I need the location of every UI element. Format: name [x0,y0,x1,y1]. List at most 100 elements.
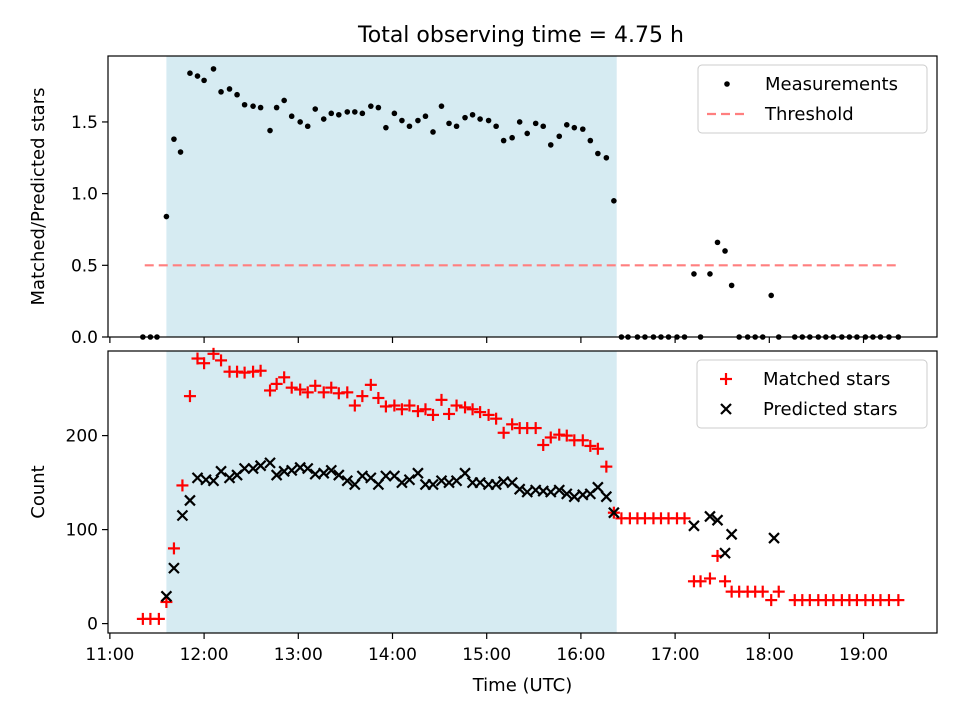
matched-star-point [198,357,211,370]
matched-star-point [544,431,557,444]
measurement-point [177,149,184,155]
bottom-legend-box [696,359,928,429]
measurement-point [532,120,539,127]
predicted-star-point [396,476,408,489]
matched-star-point [892,594,905,607]
matched-star-point [772,585,785,598]
predicted-star-point [704,510,716,523]
matched-star-point [411,405,424,418]
x-tick-label: 13:00 [274,645,323,665]
predicted-star-point [719,547,731,559]
predicted-star-point [285,464,298,477]
measurement-point [344,109,351,115]
x-tick-label: 17:00 [651,645,700,665]
predicted-star-point [521,486,533,498]
measurement-point [462,114,468,121]
x-tick-label: 11:00 [85,645,134,665]
matched-star-point [388,399,401,412]
measurement-point [312,106,319,112]
predicted-star-point [403,474,416,486]
matched-star-point [167,542,180,555]
measurement-point [430,129,436,135]
matched-star-point [317,386,330,399]
bottom-legend: Matched stars Predicted stars [696,359,928,429]
x-axis-label: Time (UTC) [472,675,573,696]
x-tick-label: 12:00 [180,645,229,665]
measurement-point [375,104,382,111]
matched-star-point [215,354,228,367]
predicted-star-point [553,484,566,496]
top-axes-frame [107,55,938,338]
measurement-point [415,117,421,124]
matched-star-point [765,594,778,607]
predicted-star-point [215,465,227,478]
bottom-x-ticks: 11:00 12:00 13:00 14:00 15:00 16:00 17:00 18:00… [85,633,888,665]
measurement-point [477,116,483,122]
measurement-point [556,133,563,140]
measurement-point [359,110,366,117]
matched-star-point [301,386,314,399]
matched-star-point [719,575,732,588]
measurement-point [516,119,523,125]
predicted-star-point [459,467,471,479]
measurement-point [297,119,303,125]
measurement-point [281,97,287,104]
matched-star-point [176,479,189,492]
measurement-point [399,117,405,124]
measurement-point [336,111,342,118]
matched-star-point [285,381,298,394]
matched-star-point [435,393,448,406]
matched-star-point [325,381,338,394]
y-tick-label: 1.5 [71,113,98,133]
legend-measurements-marker [724,81,730,87]
measurement-point [226,86,233,92]
measurement-point [611,198,617,204]
measurement-point [714,239,721,246]
predicted-star-point [560,488,573,500]
y-tick-label: 100 [66,521,98,541]
matched-star-point [341,386,354,399]
matched-star-point [419,403,432,416]
predicted-star-point [725,528,738,541]
measurement-point [707,271,713,277]
matched-star-point [506,418,519,431]
measurement-point [241,101,248,108]
measurement-point [257,104,264,111]
top-legend: Measurements Threshold [697,64,928,134]
matched-star-point [529,422,542,435]
legend-predicted-marker [720,403,732,415]
predicted-star-point [356,470,369,482]
measurement-point [524,130,531,137]
matched-star-point [364,378,377,391]
matched-stars-series [136,347,905,625]
observing-span-top [166,56,617,337]
measurement-point [234,91,240,98]
matched-star-point [309,379,322,392]
matched-star-point [372,392,385,404]
measurement-point [547,142,554,148]
measurement-point [218,89,224,95]
predicted-star-point [270,469,283,481]
predicted-star-point [490,478,502,491]
observing-span-bottom [166,351,617,633]
predicted-star-point [264,457,276,469]
measurement-point [446,120,452,127]
measurement-point [728,282,735,289]
predicted-star-point [474,476,486,489]
measurement-point [187,70,193,77]
legend-matched-marker [720,373,732,385]
measurement-point [438,103,445,109]
matched-star-point [497,426,510,439]
predicted-star-point [592,481,604,494]
matched-star-point [560,429,573,442]
y-tick-label: 1.0 [71,185,98,205]
predicted-star-point [176,509,189,522]
legend-threshold-label: Threshold [764,104,854,125]
legend-measurements-label: Measurements [765,74,898,95]
matched-star-point [443,407,456,420]
matched-star-point [160,595,173,608]
matched-star-point [450,399,463,412]
measurement-point [422,113,429,120]
measurement-point [571,124,578,131]
matched-star-point [482,408,495,421]
